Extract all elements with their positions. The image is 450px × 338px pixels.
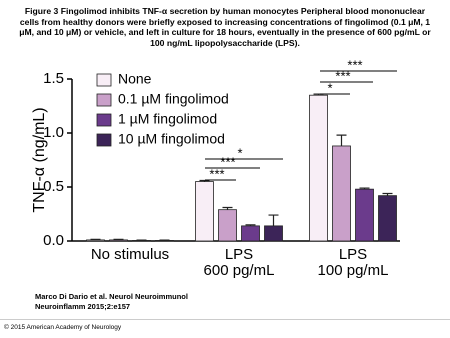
- legend-label: None: [118, 71, 152, 87]
- bar: [332, 145, 351, 242]
- chart: TNF-α (ng/mL) 0.0 0.5 1.0 1.5 No stimulus LPS…: [31, 57, 400, 279]
- error-bar: [245, 224, 256, 226]
- legend-swatch: [96, 73, 112, 87]
- y-tick-label: 1.0: [43, 124, 64, 141]
- citation: Marco Di Dario et al. Neurol Neuroimmuno…: [35, 292, 188, 311]
- error-bar: [359, 187, 370, 190]
- legend-label: 1 µM fingolimod: [118, 111, 217, 127]
- legend-swatch: [96, 133, 112, 147]
- bar: [218, 209, 237, 242]
- significance-label: *: [327, 80, 332, 95]
- bar: [355, 188, 374, 242]
- significance-label: ***: [335, 68, 350, 83]
- bar: [109, 239, 128, 242]
- legend-swatch: [96, 93, 112, 107]
- x-tick-label: 600 pg/mL: [204, 262, 275, 279]
- significance-label: *: [237, 145, 242, 160]
- x-tick-label: No stimulus: [91, 246, 169, 263]
- x-tick-label: 100 pg/mL: [318, 262, 389, 279]
- bar: [241, 225, 260, 242]
- bar: [195, 181, 214, 242]
- error-bar: [113, 238, 124, 240]
- x-tick-label: LPS: [339, 246, 367, 263]
- divider: [0, 319, 450, 320]
- error-bar: [336, 134, 347, 146]
- bar: [309, 94, 328, 242]
- error-bar: [382, 192, 393, 196]
- x-tick-label: LPS: [225, 246, 253, 263]
- legend-swatch: [96, 113, 112, 127]
- bar: [86, 239, 105, 242]
- legend-label: 10 µM fingolimod: [118, 131, 225, 147]
- y-axis-label: TNF-α (ng/mL): [31, 107, 48, 212]
- significance-label: ***: [209, 166, 224, 181]
- bar: [378, 195, 397, 242]
- y-tick-label: 0.0: [43, 232, 64, 249]
- y-tick-label: 0.5: [43, 178, 64, 195]
- error-bar: [222, 206, 233, 210]
- legend-label: 0.1 µM fingolimod: [118, 91, 229, 107]
- error-bar: [199, 179, 210, 182]
- error-bar: [90, 238, 101, 240]
- bar: [264, 225, 283, 242]
- significance-label: ***: [220, 154, 235, 169]
- figure-title: Figure 3 Fingolimod inhibits TNF-α secre…: [19, 6, 431, 48]
- y-tick-label: 1.5: [43, 70, 64, 87]
- significance-label: ***: [347, 57, 362, 72]
- error-bar: [268, 214, 279, 226]
- copyright: © 2015 American Academy of Neurology: [4, 324, 122, 331]
